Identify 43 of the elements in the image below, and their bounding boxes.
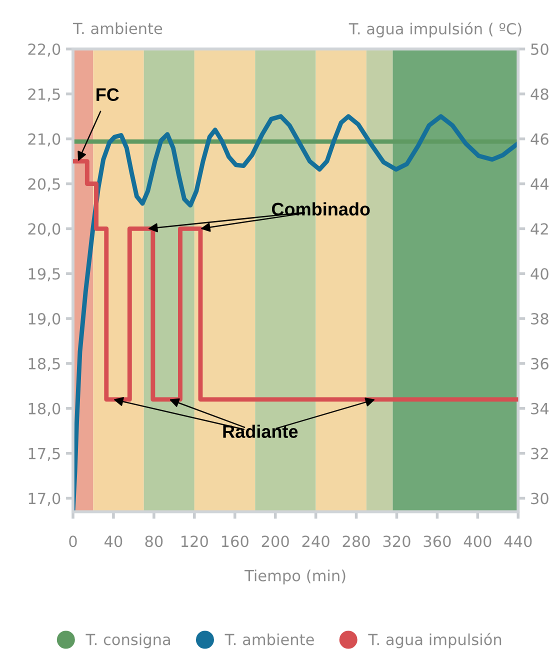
x-axis-title: Tiempo (min) xyxy=(244,570,346,584)
x-tick-label: 120 xyxy=(182,536,208,548)
y2-tick-label: 50 xyxy=(531,43,548,56)
x-tick-label: 400 xyxy=(464,536,492,548)
annotation: FC xyxy=(96,88,119,102)
y-tick-label: 17,0 xyxy=(28,492,60,506)
y-tick-label: 17,5 xyxy=(28,448,60,461)
y-tick-label: 21,5 xyxy=(28,88,60,102)
x-tick-label: 360 xyxy=(424,536,451,548)
y-tick-label: 18,5 xyxy=(28,358,60,372)
x-tick-label: 240 xyxy=(302,536,330,548)
y2-tick-label: 32 xyxy=(531,448,548,460)
legend-label: T. ambiente xyxy=(224,633,314,646)
x-tick-label: 280 xyxy=(342,536,370,548)
y2-tick-label: 44 xyxy=(530,178,549,190)
y-tick-label: 22,0 xyxy=(28,43,60,57)
y-tick-label: 18,0 xyxy=(28,402,60,416)
annotation: Radiante xyxy=(223,424,298,438)
y-tick-label: 20,0 xyxy=(28,223,60,236)
y-tick-label: 19,5 xyxy=(28,268,60,282)
y2-tick-label: 40 xyxy=(530,268,548,280)
x-tick-label: 440 xyxy=(504,536,532,548)
x-tick-label: 200 xyxy=(262,536,289,548)
annotation: Combinado xyxy=(272,202,370,216)
x-tick-label: 80 xyxy=(145,536,163,548)
y2-tick-label: 48 xyxy=(530,88,548,100)
x-tick-label: 320 xyxy=(383,536,410,548)
y-axis-title: T. ambiente xyxy=(72,22,162,34)
legend-label: T. agua impulsión xyxy=(368,632,502,648)
legend-label: T. consigna xyxy=(86,633,170,648)
y-tick-label: 19,0 xyxy=(28,313,60,326)
y2-tick-label: 36 xyxy=(531,358,548,370)
x-tick-label: 160 xyxy=(222,536,248,548)
x-tick-label: 0 xyxy=(69,536,77,548)
y-tick-label: 20,5 xyxy=(28,178,60,192)
y2-tick-label: 38 xyxy=(531,313,548,325)
y2-axis-title: T. agua impulsión ( ºC) xyxy=(348,22,522,38)
y2-tick-label: 46 xyxy=(530,133,548,145)
y2-tick-label: 42 xyxy=(530,223,548,234)
x-tick-label: 40 xyxy=(104,536,122,548)
y2-tick-label: 34 xyxy=(531,402,549,414)
y2-tick-label: 30 xyxy=(531,492,548,504)
y-tick-label: 21,0 xyxy=(28,133,60,146)
